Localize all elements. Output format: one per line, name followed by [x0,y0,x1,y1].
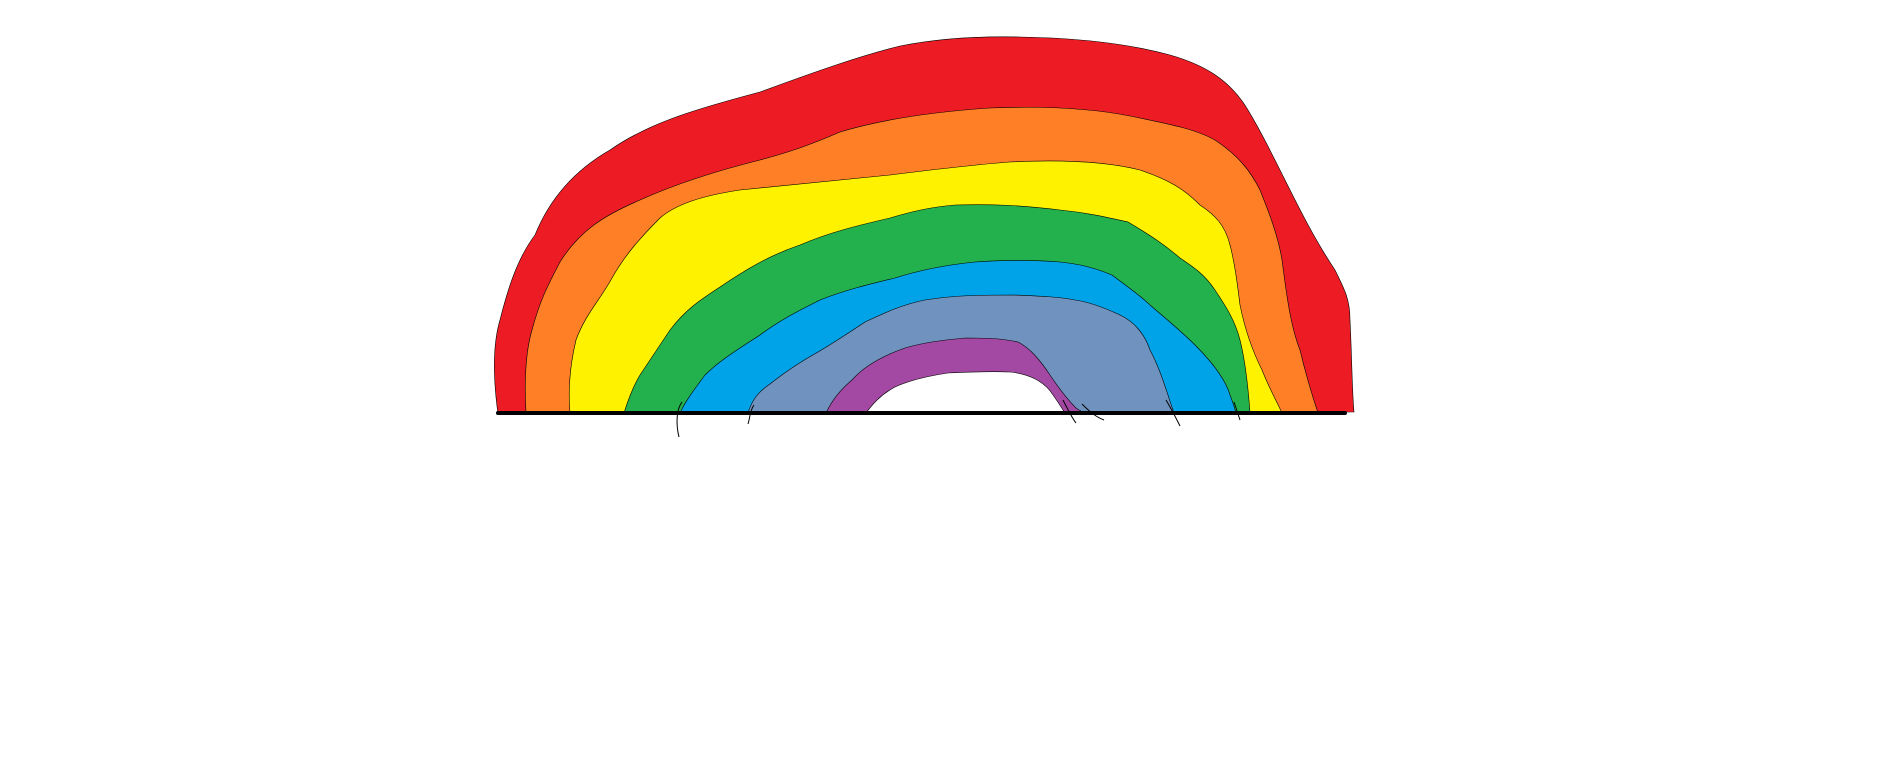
pencil-stroke [676,401,683,438]
rainbow-inner-gap [865,371,1066,414]
